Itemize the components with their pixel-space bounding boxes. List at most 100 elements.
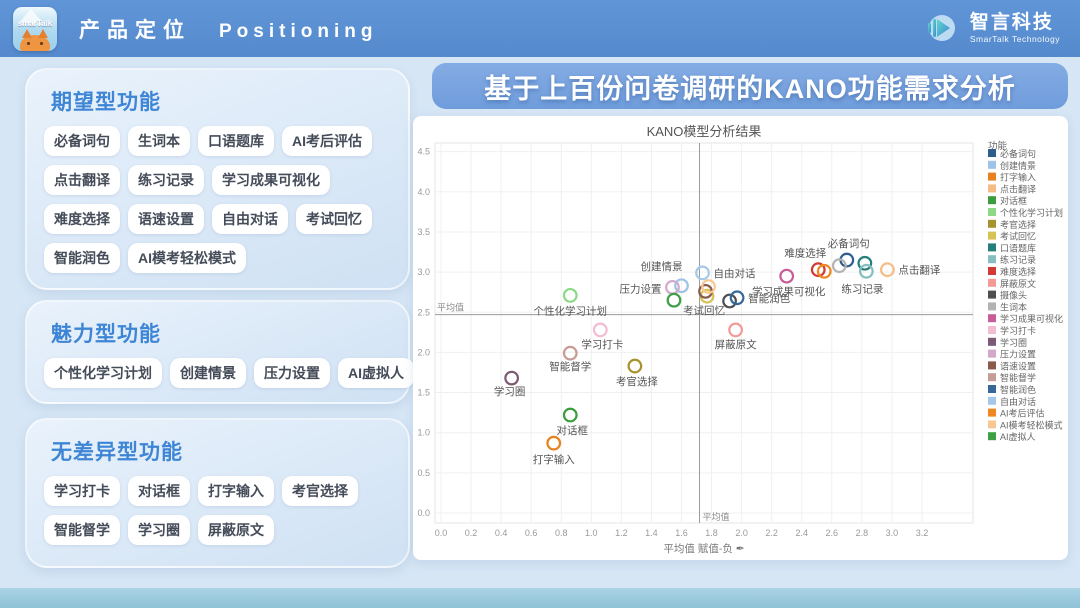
point-label: 屏蔽原文 [715, 338, 757, 351]
legend-swatch [988, 243, 996, 252]
legend-swatch [988, 278, 996, 287]
legend-swatch [988, 337, 996, 346]
mountain-shape [17, 8, 45, 25]
legend-item-label: 难度选择 [1000, 266, 1036, 277]
feature-chip: 语速设置 [128, 204, 204, 234]
legend-swatch [988, 432, 996, 441]
scatter-point [546, 435, 562, 451]
feature-chip: 生词本 [128, 126, 190, 156]
chart-title: KANO模型分析结果 [647, 124, 762, 139]
legend-item-label: 点击翻译 [1000, 183, 1036, 194]
feature-chip: 考官选择 [282, 476, 358, 506]
legend-item-label: 屏蔽原文 [1000, 278, 1036, 289]
feature-chip: AI考后评估 [282, 126, 372, 156]
legend-item-label: 摄像头 [1000, 290, 1027, 301]
x-tick-label: 1.4 [645, 528, 658, 538]
footer-band [0, 588, 1080, 608]
y-tick-label: 4.0 [417, 187, 430, 197]
brand-name-cn: 智言科技 [969, 12, 1054, 33]
legend-item-label: 生词本 [1000, 301, 1027, 312]
x-tick-label: 1.8 [705, 528, 718, 538]
legend-item-label: 压力设置 [1000, 349, 1036, 360]
legend-swatch [988, 373, 996, 382]
panel-title: 无差异型功能 [51, 441, 183, 464]
legend-swatch [988, 408, 996, 417]
chip-row: 难度选择 语速设置 自由对话 考试回忆 [44, 204, 391, 234]
legend-swatch [988, 385, 996, 393]
feature-chip: 屏蔽原文 [198, 515, 274, 545]
fox-mascot [20, 28, 50, 51]
legend-item-label: 必备词句 [1000, 148, 1036, 159]
feature-chip: 考试回忆 [296, 204, 372, 234]
legend-swatch [988, 196, 996, 205]
point-label: 自由对话 [714, 267, 756, 280]
legend-swatch [988, 302, 996, 311]
point-label: 难度选择 [784, 247, 826, 260]
scatter-point [858, 263, 874, 279]
legend-swatch [988, 149, 996, 157]
legend-item-label: 练习记录 [1000, 254, 1036, 265]
feature-chip: 学习圈 [128, 515, 190, 545]
brand-logo: 智言科技 SmarTalk Technology [920, 7, 1060, 49]
x-tick-label: 2.8 [856, 528, 869, 538]
y-tick-label: 2.0 [417, 347, 430, 357]
legend-swatch [988, 219, 996, 228]
scatter-point [695, 265, 710, 281]
brand-name-en: SmarTalk Technology [969, 34, 1060, 44]
scatter-point [779, 268, 795, 284]
x-tick-label: 2.2 [765, 528, 778, 538]
legend-item-label: 智能润色 [1000, 384, 1036, 395]
legend-swatch [988, 326, 996, 334]
feature-chip: 口语题库 [198, 126, 274, 156]
legend-swatch [988, 396, 996, 405]
chip-row: 智能督学 学习圈 屏蔽原文 [44, 515, 391, 545]
point-label: 点击翻译 [898, 264, 940, 277]
legend-item-label: 个性化学习计划 [1000, 207, 1063, 218]
point-label: 必备词句 [828, 237, 870, 250]
legend-swatch [988, 172, 996, 181]
point-label: 学习圈 [494, 385, 526, 398]
y-tick-label: 3.5 [417, 227, 430, 237]
scatter-point [562, 407, 578, 423]
chip-row: 必备词句 生词本 口语题库 AI考后评估 [44, 126, 391, 156]
legend-item-label: 智能督学 [1000, 372, 1036, 383]
x-tick-label: 3.2 [916, 528, 929, 538]
chip-row: 智能润色 AI模考轻松模式 [44, 243, 391, 273]
mean-label-horizontal: 平均值 [437, 302, 464, 313]
y-tick-label: 1.0 [417, 428, 430, 438]
point-label: 智能督学 [549, 360, 591, 373]
y-tick-label: 1.5 [417, 388, 430, 398]
feature-chip: 难度选择 [44, 204, 120, 234]
panel-indifferent-features: 无差异型功能 学习打卡 对话框 打字输入 考官选择 智能督学 学习圈 屏蔽原文 [25, 418, 410, 568]
chip-row: 个性化学习计划 创建情景 压力设置 AI虚拟人 [44, 358, 414, 388]
x-tick-label: 2.4 [795, 528, 808, 538]
feature-chip: 必备词句 [44, 126, 120, 156]
feature-chip: AI模考轻松模式 [128, 243, 246, 273]
legend-swatch [988, 314, 996, 323]
legend-item-label: 学习打卡 [1000, 325, 1036, 336]
legend-item-label: 自由对话 [1000, 396, 1036, 407]
feature-chip: 打字输入 [198, 476, 274, 506]
brand-text: 智言科技 SmarTalk Technology [970, 12, 1060, 44]
scatter-point [627, 358, 643, 374]
legend-item-label: 创建情景 [1000, 160, 1036, 171]
app-logo-text: smarTalk [17, 18, 53, 28]
feature-chip: 自由对话 [212, 204, 288, 234]
legend-swatch [988, 420, 996, 429]
point-label: 智能润色 [748, 292, 790, 305]
panel-title: 期望型功能 [51, 91, 161, 114]
point-label: 练习记录 [841, 282, 883, 295]
legend-swatch [988, 208, 996, 216]
point-label: 学习打卡 [581, 338, 623, 351]
x-tick-label: 2.6 [826, 528, 839, 538]
scatter-point [504, 370, 520, 386]
kano-chart-card: 0.0 0.2 0.4 0.6 0.8 1.0 1.2 1.4 1.6 1.8 2.0 2.2 2.4 2… [413, 116, 1068, 560]
feature-chip: 点击翻译 [44, 165, 120, 195]
x-tick-label: 0.4 [495, 528, 508, 538]
point-label: 打字输入 [533, 453, 575, 466]
point-label: 考官选择 [616, 375, 658, 388]
chip-rows: 学习打卡 对话框 打字输入 考官选择 智能督学 学习圈 屏蔽原文 [44, 476, 391, 545]
legend-swatch [988, 349, 996, 358]
page-title: 产品定位 Positioning [79, 14, 377, 44]
feature-chip: 对话框 [128, 476, 190, 506]
